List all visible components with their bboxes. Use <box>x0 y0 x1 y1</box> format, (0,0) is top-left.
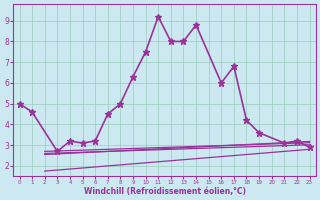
X-axis label: Windchill (Refroidissement éolien,°C): Windchill (Refroidissement éolien,°C) <box>84 187 245 196</box>
